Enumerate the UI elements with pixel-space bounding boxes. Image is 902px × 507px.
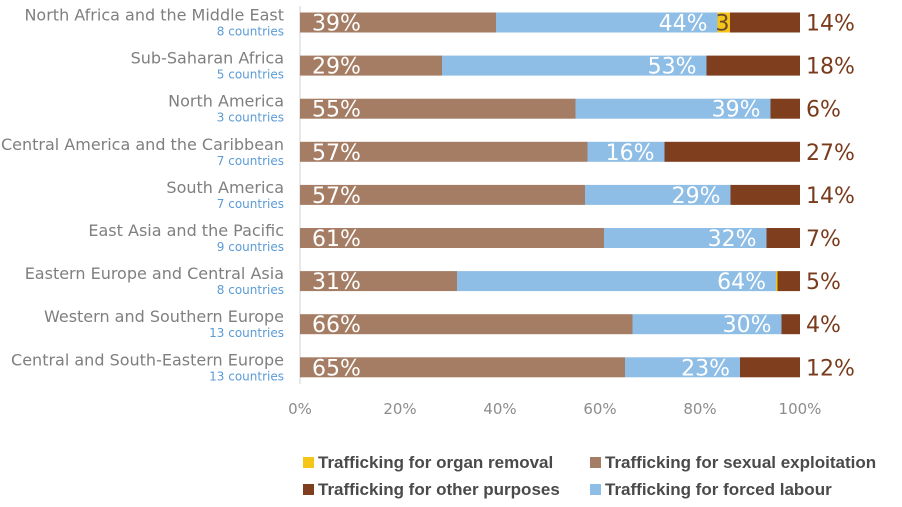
country-count-central-america-and-the-caribbean: 7 countries: [217, 154, 284, 168]
legend-label-trafficking-for-organ-removal: Trafficking for organ removal: [318, 453, 553, 472]
x-tick-4: 80%: [683, 400, 716, 418]
legend-swatch-trafficking-for-other-purposes: [303, 484, 314, 495]
country-count-eastern-europe-and-central-asia: 8 countries: [217, 283, 284, 297]
row-label-east-asia-and-the-pacific: East Asia and the Pacific: [88, 221, 284, 240]
legend-label-trafficking-for-sexual-exploitation: Trafficking for sexual exploitation: [605, 453, 876, 472]
legend: Trafficking for organ removal Trafficking…: [303, 453, 876, 499]
country-count-east-asia-and-the-pacific: 9 countries: [217, 240, 284, 254]
data-label-trafficking-for-forced-labour-south-america: 29%: [672, 184, 721, 209]
x-tick-0: 0%: [288, 400, 312, 418]
country-count-north-america: 3 countries: [217, 111, 284, 125]
data-label-trafficking-for-other-purposes-east-asia-and-the-pacific: 7%: [806, 227, 841, 252]
legend-swatch-trafficking-for-sexual-exploitation: [590, 457, 601, 468]
bar-trafficking-for-forced-labour-south-america: [585, 184, 731, 205]
data-label-trafficking-for-other-purposes-north-america: 6%: [806, 98, 841, 123]
country-count-south-america: 7 countries: [217, 197, 284, 211]
bar-trafficking-for-other-purposes-western-and-southern-europe: [781, 314, 800, 335]
bar-trafficking-for-sexual-exploitation-south-america: [300, 184, 585, 205]
x-tick-1: 20%: [383, 400, 416, 418]
bar-trafficking-for-sexual-exploitation-eastern-europe-and-central-asia: [300, 271, 457, 292]
data-label-trafficking-for-sexual-exploitation-central-america-and-the-caribbean: 57%: [312, 141, 361, 166]
bar-trafficking-for-forced-labour-sub-saharan-africa: [442, 55, 707, 76]
country-count-central-and-south-eastern-europe: 13 countries: [209, 369, 284, 383]
legend-swatch-trafficking-for-organ-removal: [303, 457, 314, 468]
legend-swatch-trafficking-for-forced-labour: [590, 484, 601, 495]
data-label-trafficking-for-sexual-exploitation-north-africa-and-the-middle-east: 39%: [312, 12, 361, 37]
data-label-trafficking-for-sexual-exploitation-eastern-europe-and-central-asia: 31%: [312, 270, 361, 295]
data-label-trafficking-for-sexual-exploitation-central-and-south-eastern-europe: 65%: [312, 356, 361, 381]
bar-trafficking-for-forced-labour-north-america: [575, 98, 771, 119]
row-label-south-america: South America: [166, 178, 284, 197]
data-label-trafficking-for-sexual-exploitation-sub-saharan-africa: 29%: [312, 55, 361, 80]
bar-trafficking-for-organ-removal-eastern-europe-and-central-asia: [776, 271, 778, 292]
bar-trafficking-for-forced-labour-western-and-southern-europe: [632, 314, 782, 335]
data-label-trafficking-for-other-purposes-western-and-southern-europe: 4%: [806, 313, 841, 338]
data-label-trafficking-for-other-purposes-eastern-europe-and-central-asia: 5%: [806, 270, 841, 295]
row-label-sub-saharan-africa: Sub-Saharan Africa: [131, 49, 284, 68]
x-tick-5: 100%: [779, 400, 822, 418]
bar-trafficking-for-forced-labour-eastern-europe-and-central-asia: [457, 271, 776, 292]
bar-trafficking-for-other-purposes-central-america-and-the-caribbean: [664, 141, 800, 162]
bar-trafficking-for-organ-removal-north-africa-and-the-middle-east: [717, 12, 730, 33]
x-tick-3: 60%: [583, 400, 616, 418]
data-label-trafficking-for-sexual-exploitation-south-america: 57%: [312, 184, 361, 209]
data-label-trafficking-for-other-purposes-north-africa-and-the-middle-east: 14%: [806, 12, 855, 37]
legend-label-trafficking-for-other-purposes: Trafficking for other purposes: [318, 480, 560, 499]
x-tick-2: 40%: [483, 400, 516, 418]
bar-trafficking-for-other-purposes-east-asia-and-the-pacific: [766, 228, 800, 248]
data-label-trafficking-for-sexual-exploitation-north-america: 55%: [312, 98, 361, 123]
bar-trafficking-for-forced-labour-north-africa-and-the-middle-east: [496, 12, 718, 33]
row-label-north-africa-and-the-middle-east: North Africa and the Middle East: [24, 6, 284, 25]
row-label-western-and-southern-europe: Western and Southern Europe: [44, 307, 284, 326]
data-label-trafficking-for-other-purposes-south-america: 14%: [806, 184, 855, 209]
bar-trafficking-for-sexual-exploitation-east-asia-and-the-pacific: [300, 228, 604, 248]
data-label-trafficking-for-forced-labour-north-america: 39%: [712, 98, 761, 123]
data-label-trafficking-for-forced-labour-central-and-south-eastern-europe: 23%: [681, 356, 730, 381]
row-label-central-america-and-the-caribbean: Central America and the Caribbean: [1, 135, 284, 154]
data-label-trafficking-for-sexual-exploitation-western-and-southern-europe: 66%: [312, 313, 361, 338]
bars: 39%44%3%14%29%53%18%55%39%6%57%16%27%57%…: [300, 12, 855, 381]
bar-trafficking-for-sexual-exploitation-north-africa-and-the-middle-east: [300, 12, 496, 33]
country-count-western-and-southern-europe: 13 countries: [209, 326, 284, 340]
bar-trafficking-for-sexual-exploitation-north-america: [300, 98, 576, 119]
data-label-trafficking-for-other-purposes-central-america-and-the-caribbean: 27%: [806, 141, 855, 166]
bar-trafficking-for-other-purposes-central-and-south-eastern-europe: [740, 357, 800, 378]
bar-trafficking-for-other-purposes-eastern-europe-and-central-asia: [777, 271, 800, 292]
row-label-north-america: North America: [168, 92, 284, 111]
data-label-trafficking-for-forced-labour-east-asia-and-the-pacific: 32%: [708, 227, 757, 252]
bar-trafficking-for-sexual-exploitation-central-and-south-eastern-europe: [300, 357, 625, 378]
data-label-trafficking-for-sexual-exploitation-east-asia-and-the-pacific: 61%: [312, 227, 361, 252]
bar-trafficking-for-sexual-exploitation-central-america-and-the-caribbean: [300, 141, 588, 162]
row-label-central-and-south-eastern-europe: Central and South-Eastern Europe: [11, 350, 284, 369]
bar-trafficking-for-other-purposes-north-africa-and-the-middle-east: [730, 12, 800, 33]
data-label-trafficking-for-other-purposes-sub-saharan-africa: 18%: [806, 55, 855, 80]
data-label-trafficking-for-forced-labour-north-africa-and-the-middle-east: 44%: [659, 12, 708, 37]
country-count-north-africa-and-the-middle-east: 8 countries: [217, 25, 284, 39]
legend-label-trafficking-for-forced-labour: Trafficking for forced labour: [605, 480, 832, 499]
bar-trafficking-for-forced-labour-central-america-and-the-caribbean: [587, 141, 665, 162]
bar-trafficking-for-other-purposes-sub-saharan-africa: [706, 55, 800, 76]
country-count-sub-saharan-africa: 5 countries: [217, 68, 284, 82]
row-label-eastern-europe-and-central-asia: Eastern Europe and Central Asia: [25, 264, 284, 283]
bar-trafficking-for-other-purposes-south-america: [730, 184, 800, 205]
data-label-trafficking-for-other-purposes-central-and-south-eastern-europe: 12%: [806, 356, 855, 381]
data-label-trafficking-for-forced-labour-western-and-southern-europe: 30%: [723, 313, 772, 338]
bar-trafficking-for-other-purposes-north-america: [770, 98, 800, 119]
x-axis-ticks: 0% 20% 40% 60% 80% 100%: [288, 400, 821, 418]
data-label-trafficking-for-forced-labour-eastern-europe-and-central-asia: 64%: [717, 270, 766, 295]
bar-trafficking-for-sexual-exploitation-sub-saharan-africa: [300, 55, 442, 76]
data-label-trafficking-for-forced-labour-central-america-and-the-caribbean: 16%: [606, 141, 655, 166]
bar-trafficking-for-forced-labour-central-and-south-eastern-europe: [625, 357, 740, 378]
data-label-trafficking-for-forced-labour-sub-saharan-africa: 53%: [648, 55, 697, 80]
bar-trafficking-for-sexual-exploitation-western-and-southern-europe: [300, 314, 633, 335]
bar-trafficking-for-forced-labour-east-asia-and-the-pacific: [604, 228, 767, 248]
